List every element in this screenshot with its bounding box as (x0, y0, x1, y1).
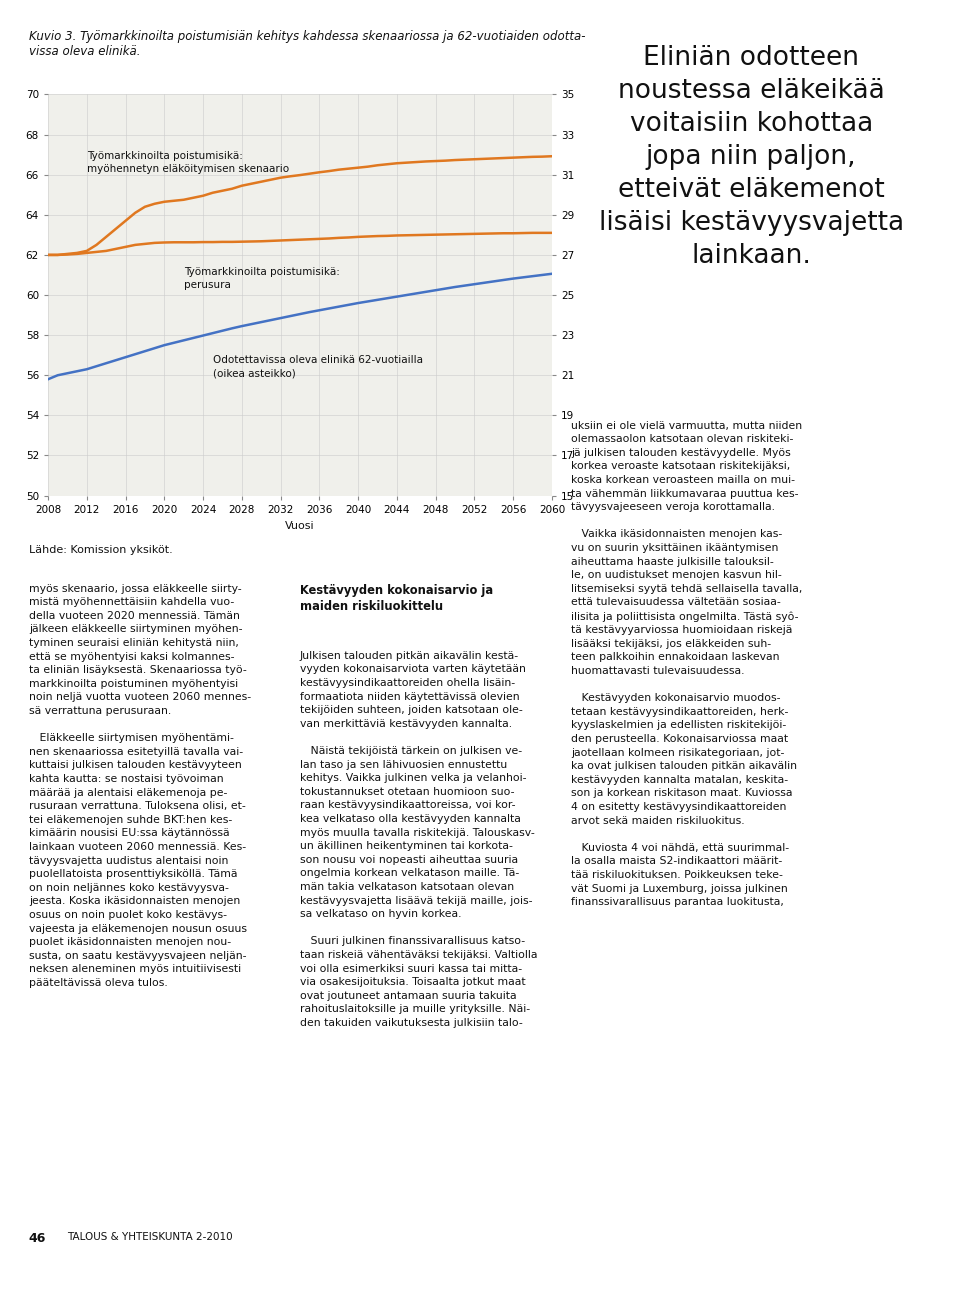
Text: Lähde: Komission yksiköt.: Lähde: Komission yksiköt. (29, 545, 173, 555)
Text: Julkisen talouden pitkän aikavälin kestä-
vyyden kokonaisarviota varten käytetää: Julkisen talouden pitkän aikavälin kestä… (300, 651, 538, 1027)
Text: uksiin ei ole vielä varmuutta, mutta niiden
olemassaolon katsotaan olevan riskit: uksiin ei ole vielä varmuutta, mutta nii… (571, 421, 803, 907)
Text: Odotettavissa oleva elinikä 62-vuotiailla
(oikea asteikko): Odotettavissa oleva elinikä 62-vuotiaill… (213, 355, 422, 378)
Text: Kestävyyden kokonaisarvio ja
maiden riskiluokittelu: Kestävyyden kokonaisarvio ja maiden risk… (300, 584, 493, 612)
Text: Työmarkkinoilta poistumisikä:
perusura: Työmarkkinoilta poistumisikä: perusura (183, 267, 340, 290)
Text: myös skenaario, jossa eläkkeelle siirty-
mistä myöhennettäisiin kahdella vuo-
de: myös skenaario, jossa eläkkeelle siirty-… (29, 584, 251, 989)
Text: Eliniän odotteen
noustessa eläkeikää
voitaisiin kohottaa
jopa niin paljon,
ettei: Eliniän odotteen noustessa eläkeikää voi… (599, 45, 903, 269)
Text: 46: 46 (29, 1232, 46, 1245)
Text: Kuvio 3. Työmarkkinoilta poistumisiän kehitys kahdessa skenaariossa ja 62-vuotia: Kuvio 3. Työmarkkinoilta poistumisiän ke… (29, 30, 586, 58)
Text: Vuosi: Vuosi (285, 521, 315, 532)
Text: Työmarkkinoilta poistumisikä:
myöhennetyn eläköitymisen skenaario: Työmarkkinoilta poistumisikä: myöhennety… (86, 150, 289, 173)
Text: TALOUS & YHTEISKUNTA 2-2010: TALOUS & YHTEISKUNTA 2-2010 (67, 1232, 233, 1242)
